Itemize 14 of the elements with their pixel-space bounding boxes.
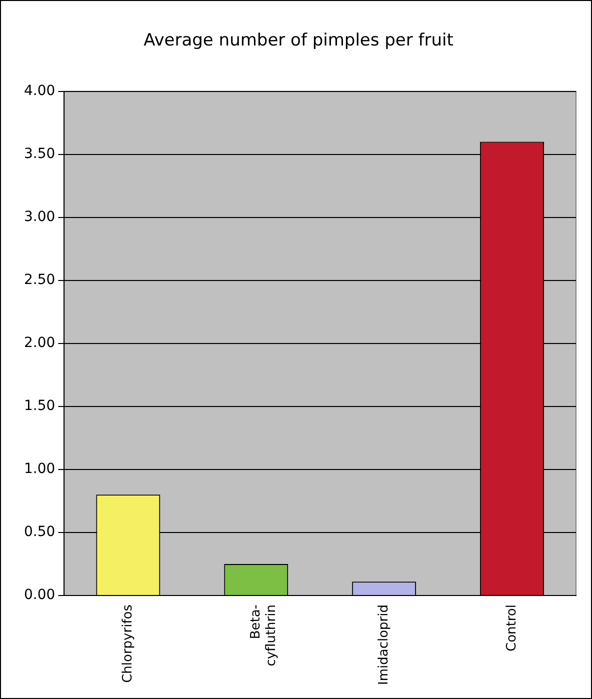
x-tick-label: Control — [504, 604, 520, 652]
y-tick-label: 2.00 — [24, 335, 56, 352]
y-tick-label: 3.50 — [24, 146, 56, 162]
y-tick-label: 3.00 — [24, 209, 56, 226]
x-tick-label: Chlorpyrifos — [120, 604, 136, 683]
x-tick-label: Imidacloprid — [376, 604, 392, 686]
y-tick-label: 0.00 — [24, 587, 56, 604]
y-tick-label: 2.50 — [24, 272, 56, 288]
y-tick-label: 4.00 — [24, 83, 56, 100]
chart-title: Average number of pimples per fruit — [144, 30, 454, 51]
y-tick-label: 1.00 — [24, 461, 56, 478]
y-tick-label: 1.50 — [24, 398, 56, 414]
x-tick-label: Beta- cyfluthrin — [248, 604, 280, 666]
y-tick-label: 0.50 — [24, 524, 56, 540]
